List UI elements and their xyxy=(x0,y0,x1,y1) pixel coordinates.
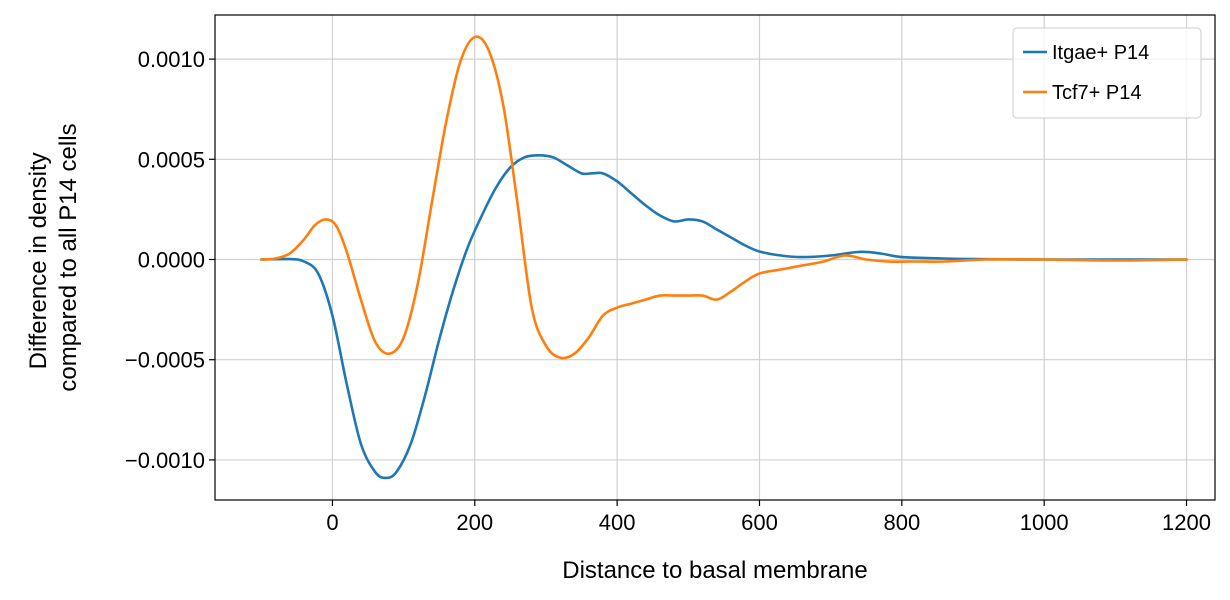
x-tick-label: 400 xyxy=(599,510,636,535)
x-tick-label: 1200 xyxy=(1162,510,1211,535)
y-tick-label: −0.0010 xyxy=(125,448,205,473)
y-tick-label: 0.0010 xyxy=(138,47,205,72)
x-tick-label: 600 xyxy=(741,510,778,535)
series-line-tcf7 xyxy=(259,35,1188,360)
legend-label-itgae: Itgae+ P14 xyxy=(1052,42,1149,64)
x-tick-label: 200 xyxy=(456,510,493,535)
x-axis-title: Distance to basal membrane xyxy=(562,557,867,584)
y-tick-label: 0.0000 xyxy=(138,248,205,273)
legend-label-tcf7: Tcf7+ P14 xyxy=(1052,82,1142,104)
legend: Itgae+ P14 Tcf7+ P14 xyxy=(1012,27,1202,119)
x-tick-label: 1000 xyxy=(1020,510,1069,535)
y-axis-title: Difference in density compared to all P1… xyxy=(25,123,82,391)
legend-box xyxy=(1012,27,1202,119)
y-axis-title-line-2: compared to all P14 cells xyxy=(55,123,82,391)
series-line-itgae xyxy=(259,153,1188,480)
y-tick-label: 0.0005 xyxy=(138,147,205,172)
x-tick-label: 800 xyxy=(883,510,920,535)
y-axis-title-line-1: Difference in density xyxy=(25,152,52,369)
x-tick-label: 0 xyxy=(326,510,338,535)
plot-frame xyxy=(214,14,1216,501)
series-lines xyxy=(259,35,1188,480)
axis-ticks: 0 200 400 600 800 1000 1200 −0.0010 −0.0005 0.000… xyxy=(125,47,1211,535)
y-tick-label: −0.0005 xyxy=(125,348,205,373)
